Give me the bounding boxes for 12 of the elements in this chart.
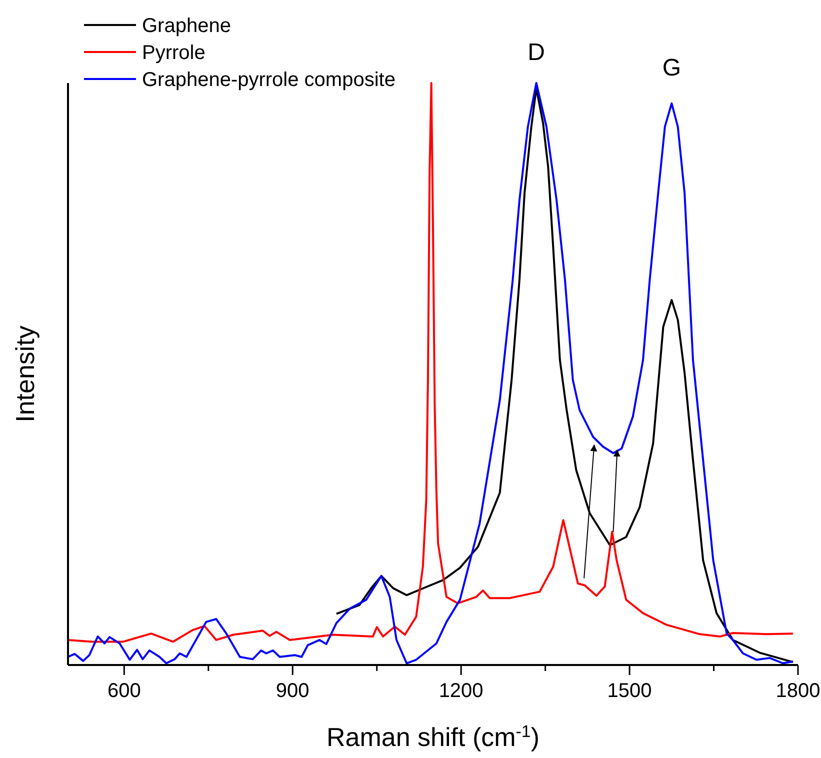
legend-label: Graphene-pyrrole composite: [142, 69, 396, 91]
x-tick-label: 900: [276, 680, 310, 702]
annotation: G: [662, 54, 681, 82]
y-axis-title: Intensity: [10, 326, 40, 422]
legend-label: Pyrrole: [142, 42, 206, 64]
annotation: D: [528, 39, 545, 66]
x-axis-title: Raman shift (cm$^{-1}$): [326, 722, 540, 752]
legend-label: Graphene: [142, 15, 231, 37]
x-tick-label: 1800: [776, 680, 820, 702]
x-tick-label: 1500: [607, 680, 652, 702]
x-tick-label: 1200: [438, 680, 484, 702]
x-tick-label: 600: [107, 680, 141, 702]
